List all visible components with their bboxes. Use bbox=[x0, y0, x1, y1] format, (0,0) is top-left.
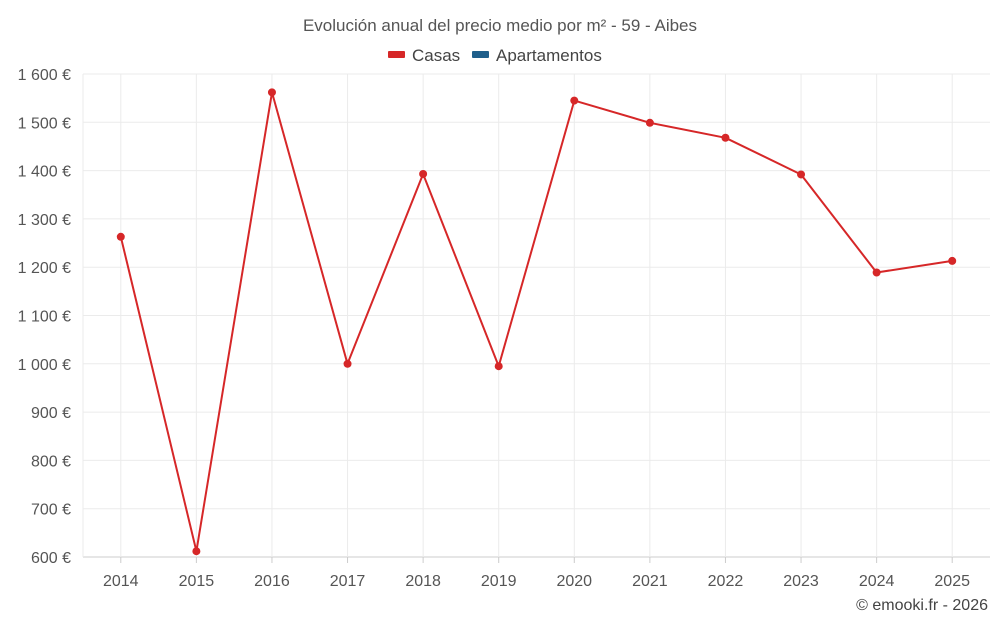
y-tick-label: 600 € bbox=[31, 550, 71, 567]
x-tick-label: 2017 bbox=[330, 573, 366, 590]
y-tick-label: 1 200 € bbox=[18, 260, 71, 277]
y-tick-label: 1 600 € bbox=[18, 67, 71, 84]
y-tick-label: 900 € bbox=[31, 405, 71, 422]
data-point-2022[interactable] bbox=[721, 133, 730, 142]
legend-swatch-0 bbox=[388, 51, 405, 58]
series-layer bbox=[116, 88, 957, 556]
data-point-2018[interactable] bbox=[419, 169, 428, 178]
y-tick-label: 700 € bbox=[31, 502, 71, 519]
chart-credit: © emooki.fr - 2026 bbox=[856, 597, 988, 614]
chart-title: Evolución anual del precio medio por m² … bbox=[303, 16, 697, 35]
x-tick-label: 2020 bbox=[556, 573, 592, 590]
data-point-2019[interactable] bbox=[494, 362, 503, 371]
y-tick-label: 1 500 € bbox=[18, 115, 71, 132]
data-point-2025[interactable] bbox=[948, 256, 957, 265]
y-tick-label: 1 400 € bbox=[18, 164, 71, 181]
x-tick-label: 2022 bbox=[708, 573, 744, 590]
data-point-2014[interactable] bbox=[116, 232, 125, 241]
x-tick-label: 2025 bbox=[934, 573, 970, 590]
x-tick-label: 2015 bbox=[179, 573, 215, 590]
data-point-2015[interactable] bbox=[192, 547, 201, 556]
y-axis: 600 € 700 € 800 € 900 € 1 000 € 1 100 € 1 200 … bbox=[18, 67, 71, 567]
data-point-2023[interactable] bbox=[797, 170, 806, 179]
data-point-2016[interactable] bbox=[267, 88, 276, 97]
legend-label-0[interactable]: Casas bbox=[412, 46, 460, 65]
y-tick-label: 800 € bbox=[31, 453, 71, 470]
x-tick-label: 2016 bbox=[254, 573, 290, 590]
series-line-0 bbox=[119, 91, 953, 553]
data-point-2020[interactable] bbox=[570, 96, 579, 105]
legend-swatch-1 bbox=[472, 51, 489, 58]
x-tick-label: 2023 bbox=[783, 573, 819, 590]
x-axis: 2014 2015 2016 2017 2018 2019 2020 2021 2022 2023… bbox=[103, 557, 970, 590]
x-tick-label: 2019 bbox=[481, 573, 517, 590]
legend: Casas Apartamentos bbox=[388, 46, 602, 65]
data-point-2024[interactable] bbox=[872, 268, 881, 277]
legend-label-1[interactable]: Apartamentos bbox=[496, 46, 602, 65]
y-tick-label: 1 300 € bbox=[18, 212, 71, 229]
grid-lines bbox=[82, 73, 990, 558]
x-tick-label: 2021 bbox=[632, 573, 668, 590]
y-tick-label: 1 000 € bbox=[18, 357, 71, 374]
x-tick-label: 2018 bbox=[405, 573, 441, 590]
x-tick-label: 2014 bbox=[103, 573, 139, 590]
x-tick-label: 2024 bbox=[859, 573, 895, 590]
data-point-2021[interactable] bbox=[645, 118, 654, 127]
data-point-2017[interactable] bbox=[343, 359, 352, 368]
y-tick-label: 1 100 € bbox=[18, 309, 71, 326]
